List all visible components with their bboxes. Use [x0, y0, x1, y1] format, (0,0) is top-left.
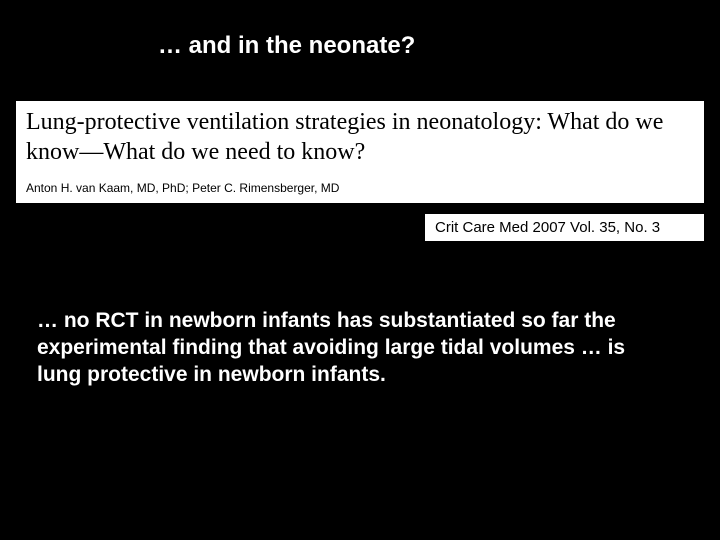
paper-authors: Anton H. van Kaam, MD, PhD; Peter C. Rim…	[26, 181, 694, 195]
paper-citation: Crit Care Med 2007 Vol. 35, No. 3	[425, 214, 704, 241]
slide-title: … and in the neonate?	[158, 32, 415, 60]
paper-title: Lung-protective ventilation strategies i…	[26, 107, 694, 167]
body-quote: … no RCT in newborn infants has substant…	[37, 308, 667, 389]
paper-header-box: Lung-protective ventilation strategies i…	[16, 101, 704, 203]
